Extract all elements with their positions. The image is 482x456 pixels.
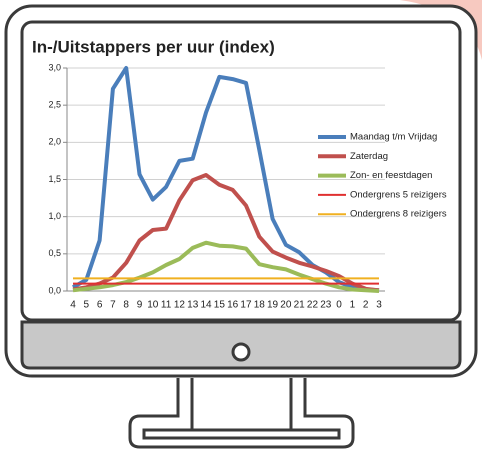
x-tick-label: 17 [240, 300, 252, 311]
x-tick-label: 9 [137, 300, 143, 311]
x-tick-label: 14 [200, 300, 212, 311]
power-button [233, 344, 249, 360]
monitor-chart: In-/Uitstappers per uur (index) 0,0 0,5 1,… [0, 0, 482, 451]
y-tick-label: 0,5 [48, 248, 61, 258]
x-tick-label: 12 [174, 300, 186, 311]
page: {"chart_data": {"type": "line", "title":… [0, 0, 482, 451]
x-tick-label: 2 [363, 300, 369, 311]
legend-label: Ondergrens 5 reizigers [350, 189, 447, 200]
x-tick-label: 16 [227, 300, 239, 311]
x-tick-label: 1 [350, 300, 356, 311]
legend-label: Zon- en feestdagen [350, 170, 432, 181]
legend-label: Zaterdag [350, 151, 388, 162]
y-tick-label: 2,5 [48, 100, 61, 110]
x-tick-label: 22 [307, 300, 319, 311]
y-tick-label: 1,0 [48, 211, 61, 221]
y-tick-label: 2,0 [48, 137, 61, 147]
x-tick-label: 18 [254, 300, 266, 311]
x-tick-label: 0 [336, 300, 342, 311]
y-tick-label: 0,0 [48, 285, 61, 295]
x-tick-label: 5 [84, 300, 90, 311]
x-tick-label: 23 [320, 300, 332, 311]
x-tick-label: 13 [187, 300, 199, 311]
x-tick-label: 19 [267, 300, 279, 311]
chart-title: In-/Uitstappers per uur (index) [32, 37, 275, 56]
legend-label: Maandag t/m Vrijdag [350, 132, 437, 143]
y-tick-label: 1,5 [48, 174, 61, 184]
x-tick-label: 7 [110, 300, 116, 311]
x-tick-label: 15 [214, 300, 226, 311]
x-tick-label: 6 [97, 300, 103, 311]
x-tick-label: 21 [294, 300, 306, 311]
x-tick-label: 8 [123, 300, 129, 311]
y-tick-label: 3,0 [48, 62, 61, 72]
x-tick-label: 10 [147, 300, 159, 311]
legend-label: Ondergrens 8 reizigers [350, 209, 447, 220]
x-tick-label: 20 [280, 300, 292, 311]
x-tick-label: 4 [70, 300, 76, 311]
x-tick-label: 11 [161, 300, 172, 311]
x-tick-label: 3 [376, 300, 382, 311]
